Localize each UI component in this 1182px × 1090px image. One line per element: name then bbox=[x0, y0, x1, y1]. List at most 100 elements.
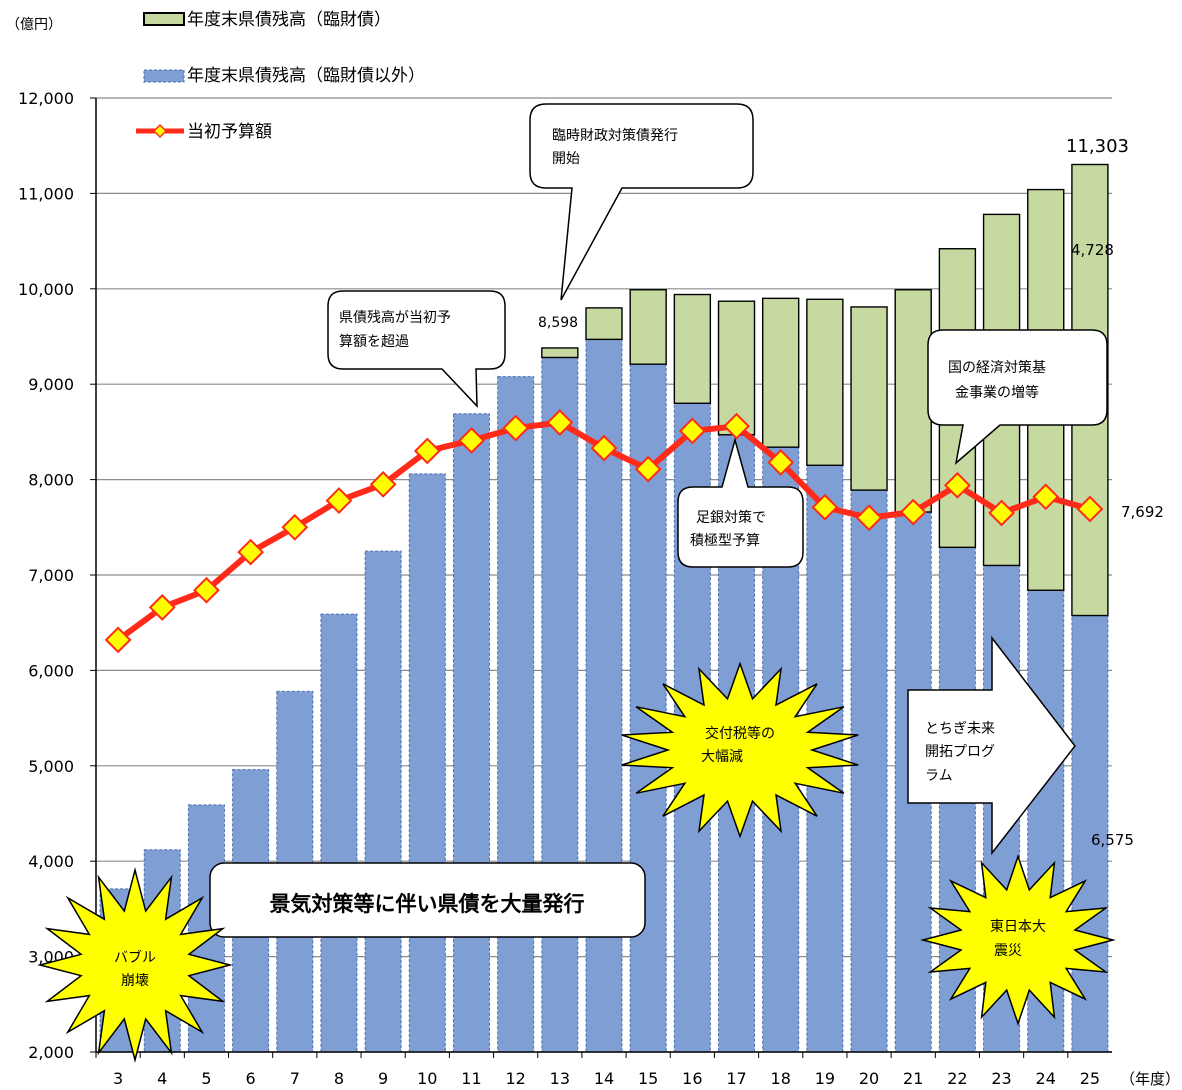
callout-rinzai-start: 臨時財政対策債発行 開始 bbox=[529, 103, 754, 301]
burst-bubble-line1: バブル bbox=[114, 949, 156, 966]
y-tick-label: 8,000 bbox=[28, 471, 74, 490]
bar-non-rinzai bbox=[541, 356, 579, 1053]
x-tick-label: 4 bbox=[157, 1069, 167, 1088]
callout-ashigin: 足銀対策で 積極型予算 bbox=[677, 437, 804, 568]
y-tick-label: 4,000 bbox=[28, 852, 74, 871]
budget-point bbox=[325, 487, 353, 515]
budget-point bbox=[899, 498, 927, 526]
callout-kikin-line2: 金事業の増等 bbox=[955, 384, 1039, 401]
budget-point bbox=[369, 470, 397, 498]
legend-label-budget: 当初予算額 bbox=[187, 122, 272, 142]
budget-point bbox=[590, 434, 618, 462]
callout-rinzai-line2: 開始 bbox=[552, 151, 580, 167]
bar-rinzai bbox=[673, 293, 712, 404]
y-tick-label: 7,000 bbox=[28, 566, 74, 585]
callout-ashigin-line2: 積極型予算 bbox=[690, 533, 760, 549]
budget-point bbox=[767, 449, 795, 476]
budget-point bbox=[281, 513, 309, 541]
burst-shinsai-line1: 東日本大 bbox=[990, 919, 1046, 935]
x-axis-ticks: 3 4 5 6 7 8 9 10 11 12 13 14 15 16 17 18 19 20 21 22 23 24 25 bbox=[95, 1052, 1100, 1088]
budget-point bbox=[148, 594, 176, 621]
bar-non-rinzai bbox=[364, 550, 402, 1053]
budget-point bbox=[193, 576, 220, 604]
legend: 年度末県債残高（臨財債） 年度末県債残高（臨財債以外） 当初予算額 bbox=[136, 10, 425, 142]
x-tick-label: 16 bbox=[682, 1069, 702, 1088]
y-tick-label: 9,000 bbox=[28, 375, 74, 394]
x-tick-label: 5 bbox=[201, 1069, 211, 1088]
x-tick-label: 6 bbox=[246, 1069, 256, 1088]
budget-point bbox=[458, 427, 485, 454]
budget-point bbox=[1076, 495, 1104, 523]
burst-shinsai-line2: 震災 bbox=[994, 943, 1022, 959]
data-label-rinzai-25: 4,728 bbox=[1071, 241, 1114, 259]
arrow-tochigi: とちぎ未来 開拓プログ ラム bbox=[907, 635, 1076, 856]
budget-point bbox=[104, 626, 132, 654]
budget-point bbox=[237, 538, 265, 566]
budget-line bbox=[104, 409, 1104, 654]
y-tick-label: 6,000 bbox=[28, 661, 74, 680]
y-tick-label: 10,000 bbox=[18, 280, 74, 299]
x-tick-label: 23 bbox=[991, 1069, 1011, 1088]
budget-point bbox=[988, 499, 1015, 527]
y-tick-label: 11,000 bbox=[18, 184, 74, 203]
bar-non-rinzai bbox=[320, 613, 358, 1053]
x-tick-label: 18 bbox=[771, 1069, 791, 1088]
bar-non-rinzai bbox=[850, 489, 888, 1053]
burst-bubble-line2: 崩壊 bbox=[121, 973, 149, 989]
banner-keiki-text: 景気対策等に伴い県債を大量発行 bbox=[270, 892, 585, 916]
callout-exceed: 県債残高が当初予 算額を超過 bbox=[327, 290, 506, 408]
burst-shinsai: 東日本大 震災 bbox=[920, 854, 1116, 1026]
x-tick-label: 22 bbox=[947, 1069, 967, 1088]
budget-point bbox=[723, 412, 750, 440]
budget-point bbox=[634, 455, 662, 483]
callout-kikin-line1: 国の経済対策基 bbox=[948, 359, 1046, 376]
burst-koufu-line2: 大幅減 bbox=[701, 748, 743, 765]
x-tick-label: 10 bbox=[417, 1069, 437, 1088]
budget-point bbox=[855, 504, 883, 532]
y-tick-label: 12,000 bbox=[18, 89, 74, 108]
budget-point bbox=[1032, 483, 1060, 511]
legend-label-other: 年度末県債残高（臨財債以外） bbox=[187, 66, 425, 86]
data-label-budget-25: 7,692 bbox=[1121, 503, 1164, 521]
budget-point bbox=[502, 414, 530, 442]
budget-point bbox=[678, 417, 706, 445]
burst-bubble: バブル 崩壊 bbox=[37, 867, 233, 1063]
legend-swatch-rinzai bbox=[143, 12, 185, 26]
budget-point bbox=[546, 409, 574, 436]
y-unit-label: （億円） bbox=[6, 17, 62, 33]
x-tick-label: 13 bbox=[550, 1069, 570, 1088]
callout-exceed-line2: 算額を超過 bbox=[339, 334, 409, 350]
x-tick-label: 25 bbox=[1080, 1069, 1100, 1088]
callout-kikin: 国の経済対策基 金事業の増等 bbox=[927, 329, 1108, 465]
data-label-budget-13: 8,598 bbox=[538, 315, 578, 331]
x-tick-label: 8 bbox=[334, 1069, 344, 1088]
legend-marker-budget bbox=[152, 123, 168, 139]
legend-label-rinzai: 年度末県債残高（臨財債） bbox=[187, 10, 391, 30]
arrow-tochigi-line3: ラム bbox=[925, 768, 953, 784]
bar-rinzai bbox=[850, 306, 888, 491]
x-tick-label: 24 bbox=[1036, 1069, 1056, 1088]
y-tick-label: 5,000 bbox=[28, 757, 74, 776]
arrow-tochigi-line1: とちぎ未来 bbox=[925, 721, 995, 737]
x-tick-label: 12 bbox=[505, 1069, 525, 1088]
x-tick-label: 3 bbox=[113, 1069, 123, 1088]
x-tick-label: 19 bbox=[815, 1069, 835, 1088]
bars-rinzai bbox=[541, 163, 1109, 617]
x-unit-label: （年度） bbox=[1120, 1070, 1180, 1088]
budget-point bbox=[811, 493, 839, 521]
arrow-tochigi-line2: 開拓プログ bbox=[925, 744, 995, 760]
x-tick-label: 20 bbox=[859, 1069, 879, 1088]
x-tick-label: 14 bbox=[594, 1069, 614, 1088]
legend-swatch-other bbox=[143, 69, 185, 83]
bar-non-rinzai bbox=[1071, 615, 1109, 1053]
bar-non-rinzai bbox=[452, 413, 490, 1053]
bar-rinzai bbox=[541, 347, 579, 359]
bar-non-rinzai bbox=[497, 376, 535, 1053]
callout-rinzai-line1: 臨時財政対策債発行 bbox=[552, 127, 678, 144]
data-label-other-25: 6,575 bbox=[1091, 831, 1134, 849]
bar-rinzai bbox=[894, 289, 932, 513]
x-tick-label: 15 bbox=[638, 1069, 658, 1088]
x-tick-label: 7 bbox=[290, 1069, 300, 1088]
bar-non-rinzai bbox=[408, 473, 446, 1053]
